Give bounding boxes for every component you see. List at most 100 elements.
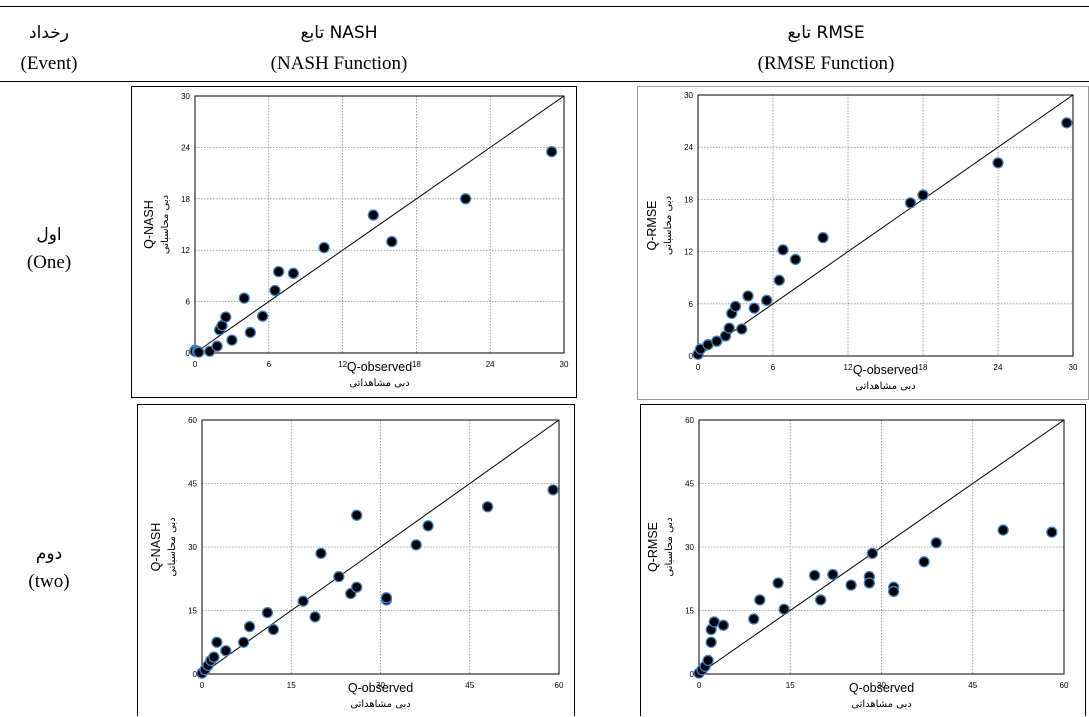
x-tick-label: 30 (376, 681, 385, 690)
y-tick-label: 30 (188, 543, 197, 552)
x-axis-subtitle: دبی مشاهداتی (349, 378, 410, 389)
data-point (315, 547, 327, 560)
x-tick-label: 0 (200, 681, 205, 690)
y-tick-label: 0 (690, 670, 695, 679)
data-point (220, 645, 232, 657)
x-tick-label: 60 (555, 681, 564, 690)
y-tick-label: 0 (689, 352, 694, 361)
data-point (888, 585, 900, 598)
x-tick-label: 0 (696, 363, 701, 372)
data-point (702, 654, 714, 667)
data-point (459, 193, 472, 205)
x-tick-label: 12 (844, 363, 853, 372)
data-point (380, 592, 393, 604)
x-tick-label: 15 (786, 681, 795, 690)
y-axis-title: Q-NASH (142, 200, 156, 249)
x-axis-subtitle: دبی مشاهداتی (350, 699, 411, 710)
data-point (815, 594, 827, 606)
x-tick-label: 24 (994, 363, 1003, 372)
data-point (777, 244, 789, 256)
data-point (318, 241, 330, 254)
data-point (272, 265, 285, 278)
data-point (717, 619, 729, 631)
y-tick-label: 30 (181, 92, 190, 101)
chart-svg: 0 6 12 18 24 30 0 6 12 18 24 30 Q-observed دبی مشاهدا… (645, 91, 1078, 392)
data-point (410, 539, 422, 551)
y-tick-label: 15 (188, 607, 197, 616)
plot-area-frame (698, 419, 1065, 675)
data-point (193, 346, 205, 358)
y-tick-label: 6 (689, 300, 694, 309)
data-point (997, 524, 1009, 536)
y-axis-subtitle: دبی محاسباتی (663, 196, 674, 255)
data-point (226, 334, 238, 346)
data-point (778, 603, 790, 615)
data-point (711, 335, 723, 347)
data-point (244, 326, 256, 339)
data-point (422, 520, 434, 532)
x-tick-label: 15 (287, 681, 296, 690)
data-point (261, 606, 274, 619)
y-axis-title: Q-RMSE (645, 201, 659, 251)
data-point (333, 570, 345, 583)
reference-line-1-1 (698, 419, 1065, 675)
data-point (211, 340, 223, 352)
row-label-one: اول (One) (0, 222, 98, 276)
data-point (367, 209, 380, 221)
data-point (729, 300, 742, 313)
data-point (761, 294, 773, 306)
y-tick-label: 12 (181, 246, 190, 255)
data-point (845, 579, 857, 591)
y-tick-label: 15 (685, 607, 694, 616)
data-point (267, 623, 280, 636)
data-point (748, 302, 760, 314)
y-tick-label: 45 (685, 480, 694, 489)
y-tick-label: 0 (193, 670, 198, 679)
data-point (269, 284, 281, 297)
x-tick-label: 24 (486, 360, 495, 369)
reference-line-1-1 (201, 419, 560, 675)
y-axis-subtitle: دبی محاسباتی (167, 517, 178, 576)
x-tick-label: 30 (1069, 363, 1078, 372)
x-tick-label: 60 (1060, 681, 1069, 690)
y-tick-label: 45 (188, 480, 197, 489)
data-point (297, 595, 309, 607)
y-axis-subtitle: دبی محاسباتی (160, 195, 171, 254)
data-point (992, 157, 1004, 169)
row-label-one-en: (One) (26, 252, 72, 273)
data-point (386, 235, 398, 248)
data-point (789, 253, 802, 266)
y-tick-label: 60 (188, 416, 197, 425)
data-point (287, 267, 300, 279)
data-point (309, 611, 321, 623)
reference-line-1-1 (194, 95, 565, 354)
x-tick-label: 18 (919, 363, 928, 372)
data-point (863, 577, 875, 589)
plot-area-frame (697, 94, 1074, 357)
data-point (742, 290, 754, 302)
x-tick-label: 6 (771, 363, 776, 372)
data-point (930, 537, 942, 549)
header-nash-en: (NASH Function) (270, 53, 408, 74)
x-tick-label: 45 (968, 681, 977, 690)
x-axis-title: Q-observed (348, 681, 413, 695)
data-point (238, 292, 250, 304)
data-point (547, 484, 559, 496)
data-point (773, 274, 785, 286)
data-point (904, 197, 917, 209)
chart-two-nash: 0 15 30 45 60 0 15 30 45 60 Q-observed دبی مشاهداتی… (137, 404, 575, 716)
data-point (705, 636, 717, 648)
data-point (351, 581, 363, 593)
data-point (866, 547, 879, 560)
x-axis-subtitle: دبی مشاهداتی (851, 699, 912, 710)
data-point (808, 569, 821, 582)
x-axis-title: Q-observed (347, 360, 412, 374)
header-event-en: (Event) (20, 53, 78, 74)
header-event-fa: رخداد (29, 23, 69, 43)
data-point (754, 594, 766, 606)
x-tick-label: 0 (697, 681, 702, 690)
y-axis-title: Q-RMSE (646, 522, 660, 572)
data-point (481, 501, 494, 513)
header-bottom-rule (0, 81, 1089, 82)
chart-two-rmse: 0 15 30 45 60 0 15 30 45 60 Q-observed دبی مشاهداتی… (640, 404, 1086, 716)
